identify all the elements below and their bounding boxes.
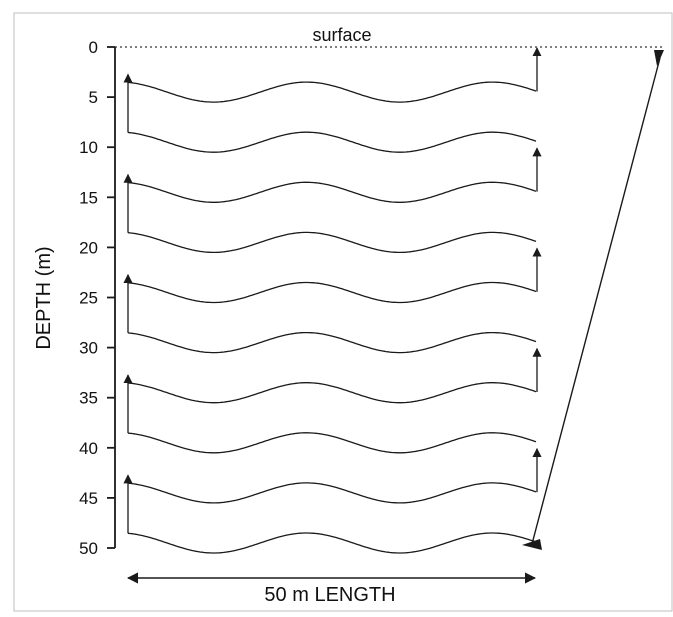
depth-tick-label: 0 xyxy=(89,38,98,57)
depth-tick-label: 10 xyxy=(79,138,98,157)
survey-path xyxy=(123,47,542,554)
survey-wave xyxy=(127,81,537,103)
survey-wave xyxy=(127,231,537,254)
surface-label: surface xyxy=(312,25,371,45)
descent-end-arrowhead xyxy=(522,539,542,550)
survey-wave xyxy=(127,331,537,354)
depth-tick-label: 20 xyxy=(79,238,98,257)
descent-start-arrowhead xyxy=(654,50,664,66)
depth-tick-label: 5 xyxy=(89,88,98,107)
survey-wave xyxy=(127,432,537,454)
depth-tick-label: 35 xyxy=(79,389,98,408)
depth-tick-label: 40 xyxy=(79,439,98,458)
figure-frame xyxy=(13,12,673,612)
survey-wave xyxy=(127,532,537,554)
depth-tick-label: 25 xyxy=(79,289,98,308)
descent-line xyxy=(531,57,661,545)
survey-wave xyxy=(127,131,537,153)
depth-tick-label: 50 xyxy=(79,539,98,558)
survey-wave xyxy=(127,482,537,504)
depth-axis-title: DEPTH (m) xyxy=(33,246,55,349)
depth-ticks: 0 5 10 15 20 25 30 35 40 45 50 xyxy=(79,38,115,558)
depth-tick-label: 30 xyxy=(79,339,98,358)
survey-wave xyxy=(127,281,537,304)
survey-wave xyxy=(127,382,537,404)
survey-wave xyxy=(127,181,537,203)
depth-tick-label: 15 xyxy=(79,188,98,207)
depth-tick-label: 45 xyxy=(79,489,98,508)
length-label: 50 m LENGTH xyxy=(264,584,395,606)
